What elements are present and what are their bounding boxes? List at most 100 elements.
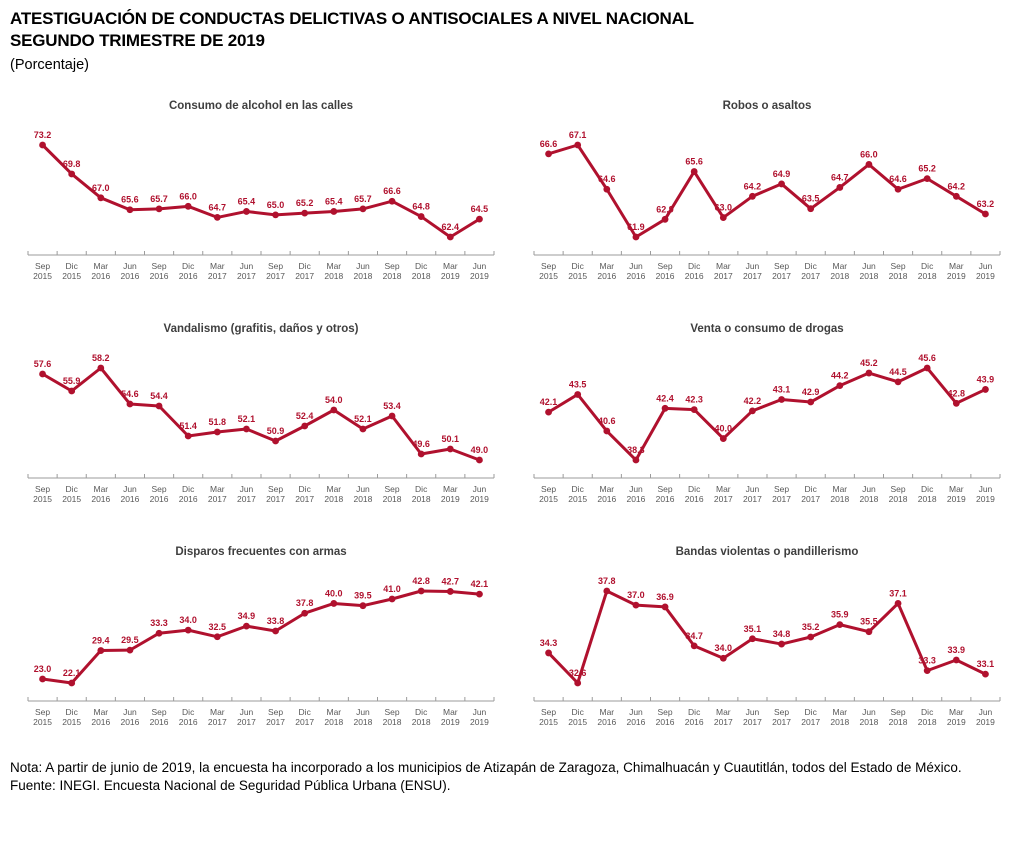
svg-text:2017: 2017: [801, 271, 820, 281]
svg-text:58.2: 58.2: [92, 353, 110, 363]
svg-text:2016: 2016: [597, 717, 616, 727]
svg-text:40.0: 40.0: [715, 424, 733, 434]
svg-text:Sep: Sep: [891, 261, 906, 271]
svg-text:Dic: Dic: [299, 261, 312, 271]
chart-bandas-pandillerismo: Bandas violentas o pandillerismo 34.3 32.…: [528, 544, 1006, 731]
svg-text:2016: 2016: [91, 494, 110, 504]
svg-text:34.7: 34.7: [685, 631, 703, 641]
svg-text:42.4: 42.4: [656, 394, 674, 404]
svg-text:Dic: Dic: [688, 261, 701, 271]
svg-text:64.9: 64.9: [773, 169, 791, 179]
note-text: Nota: A partir de junio de 2019, la encu…: [10, 760, 962, 776]
svg-text:65.6: 65.6: [121, 195, 139, 205]
svg-text:66.0: 66.0: [860, 150, 878, 160]
svg-text:51.8: 51.8: [209, 417, 227, 427]
svg-text:73.2: 73.2: [34, 130, 52, 140]
svg-text:2016: 2016: [597, 494, 616, 504]
svg-text:45.2: 45.2: [860, 358, 878, 368]
svg-text:Mar: Mar: [93, 261, 108, 271]
svg-text:Mar: Mar: [326, 484, 341, 494]
svg-text:2018: 2018: [859, 271, 878, 281]
svg-text:Dic: Dic: [688, 707, 701, 717]
svg-text:34.0: 34.0: [179, 615, 197, 625]
line-plot-consumo-alcohol: 73.2 69.8 67.0 65.6 65.7 66.0 64.7 65.4 65.0 65.2…: [27, 130, 495, 281]
svg-text:Mar: Mar: [210, 707, 225, 717]
svg-text:2017: 2017: [714, 494, 733, 504]
svg-text:33.3: 33.3: [918, 656, 936, 666]
charts-grid: Consumo de alcohol en las calles 73.2 69.…: [8, 98, 1016, 731]
svg-text:64.6: 64.6: [889, 174, 907, 184]
svg-text:63.2: 63.2: [977, 199, 995, 209]
svg-text:63.0: 63.0: [715, 203, 733, 213]
svg-text:64.6: 64.6: [598, 174, 616, 184]
chart-consumo-alcohol: Consumo de alcohol en las calles 73.2 69.…: [22, 98, 500, 285]
svg-text:2018: 2018: [412, 271, 431, 281]
svg-text:2018: 2018: [383, 271, 402, 281]
svg-text:33.3: 33.3: [150, 618, 168, 628]
svg-text:Dic: Dic: [921, 484, 934, 494]
chart-disparos-armas: Disparos frecuentes con armas 23.0 22.1 29…: [22, 544, 500, 731]
svg-text:2019: 2019: [976, 494, 995, 504]
svg-text:Sep: Sep: [152, 484, 167, 494]
svg-text:Mar: Mar: [832, 261, 847, 271]
svg-text:2015: 2015: [33, 717, 52, 727]
svg-text:Sep: Sep: [35, 484, 50, 494]
svg-text:2018: 2018: [830, 494, 849, 504]
report-footer: Nota: A partir de junio de 2019, la encu…: [10, 759, 1018, 795]
svg-text:Dic: Dic: [688, 484, 701, 494]
svg-text:Sep: Sep: [658, 707, 673, 717]
report-page: ATESTIGUACIÓN DE CONDUCTAS DELICTIVAS O …: [8, 9, 1018, 795]
svg-text:29.5: 29.5: [121, 635, 139, 645]
svg-text:Jun: Jun: [123, 484, 137, 494]
svg-text:2017: 2017: [772, 717, 791, 727]
svg-text:Mar: Mar: [93, 484, 108, 494]
svg-text:2016: 2016: [626, 271, 645, 281]
svg-text:2017: 2017: [801, 494, 820, 504]
svg-text:Dic: Dic: [921, 261, 934, 271]
svg-text:22.1: 22.1: [63, 668, 81, 678]
svg-text:38.3: 38.3: [627, 445, 645, 455]
chart-title: Bandas violentas o pandillerismo: [675, 546, 859, 559]
svg-text:Jun: Jun: [356, 484, 370, 494]
svg-text:65.6: 65.6: [685, 157, 703, 167]
svg-text:Mar: Mar: [599, 484, 614, 494]
svg-text:2018: 2018: [412, 717, 431, 727]
svg-text:2017: 2017: [237, 494, 256, 504]
svg-text:Sep: Sep: [268, 484, 283, 494]
svg-text:Dic: Dic: [572, 707, 585, 717]
svg-text:2017: 2017: [295, 717, 314, 727]
svg-text:2016: 2016: [150, 717, 169, 727]
svg-text:2015: 2015: [62, 717, 81, 727]
svg-text:Jun: Jun: [629, 707, 643, 717]
svg-text:Mar: Mar: [832, 484, 847, 494]
svg-text:Jun: Jun: [862, 707, 876, 717]
svg-text:Mar: Mar: [599, 261, 614, 271]
svg-text:42.1: 42.1: [540, 397, 558, 407]
svg-text:2016: 2016: [685, 717, 704, 727]
svg-text:Mar: Mar: [599, 707, 614, 717]
svg-text:Dic: Dic: [66, 261, 79, 271]
svg-text:2019: 2019: [947, 717, 966, 727]
svg-text:2018: 2018: [918, 271, 937, 281]
svg-text:2015: 2015: [539, 717, 558, 727]
svg-text:65.2: 65.2: [296, 198, 314, 208]
svg-text:2016: 2016: [179, 717, 198, 727]
svg-text:41.0: 41.0: [383, 584, 401, 594]
svg-text:2019: 2019: [441, 717, 460, 727]
svg-text:2016: 2016: [626, 494, 645, 504]
svg-text:33.1: 33.1: [977, 659, 995, 669]
svg-text:Sep: Sep: [541, 484, 556, 494]
svg-text:2017: 2017: [743, 271, 762, 281]
svg-text:2018: 2018: [353, 271, 372, 281]
svg-text:Mar: Mar: [949, 484, 964, 494]
svg-text:2017: 2017: [208, 494, 227, 504]
svg-text:39.5: 39.5: [354, 591, 372, 601]
svg-text:Sep: Sep: [152, 261, 167, 271]
svg-text:35.5: 35.5: [860, 617, 878, 627]
svg-text:Sep: Sep: [774, 484, 789, 494]
svg-text:42.1: 42.1: [471, 579, 489, 589]
svg-text:Jun: Jun: [746, 261, 760, 271]
svg-text:2016: 2016: [656, 271, 675, 281]
svg-text:65.2: 65.2: [918, 164, 936, 174]
svg-text:64.7: 64.7: [831, 173, 849, 183]
